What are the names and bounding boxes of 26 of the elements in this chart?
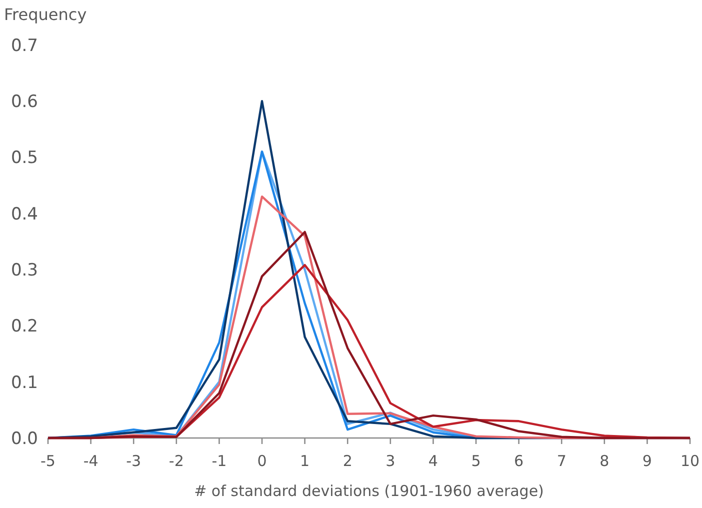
x-tick-label: -3 xyxy=(126,452,142,470)
x-tick-label: -5 xyxy=(40,452,56,470)
x-tick-label: -2 xyxy=(168,452,184,470)
y-tick-label: 0.6 xyxy=(10,92,38,112)
y-axis-title: Frequency xyxy=(4,5,87,24)
y-tick-label: 0.5 xyxy=(10,148,38,168)
x-tick-label: -4 xyxy=(83,452,98,470)
y-tick-label: 0.1 xyxy=(10,372,38,393)
y-tick-label: 0.3 xyxy=(10,260,38,281)
x-tick-label: 10 xyxy=(680,452,700,470)
x-tick-label: 5 xyxy=(471,452,481,470)
y-tick-label: 0.0 xyxy=(10,428,38,449)
x-tick-label: 8 xyxy=(600,452,610,470)
y-tick-label: 0.7 xyxy=(10,36,38,56)
x-tick-label: 4 xyxy=(428,452,438,470)
x-tick-label: 6 xyxy=(514,452,524,470)
x-tick-label: 9 xyxy=(642,452,652,470)
x-tick-label: 1 xyxy=(300,452,310,470)
x-tick-label: 2 xyxy=(342,452,352,470)
x-tick-label: -1 xyxy=(212,452,227,470)
y-tick-label: 0.4 xyxy=(10,204,38,224)
x-axis-title: # of standard deviations (1901-1960 average) xyxy=(194,482,544,500)
y-tick-label: 0.2 xyxy=(10,316,38,337)
x-tick-label: 7 xyxy=(556,452,566,470)
x-tick-label: 3 xyxy=(386,452,396,470)
x-tick-label: 0 xyxy=(257,452,267,470)
